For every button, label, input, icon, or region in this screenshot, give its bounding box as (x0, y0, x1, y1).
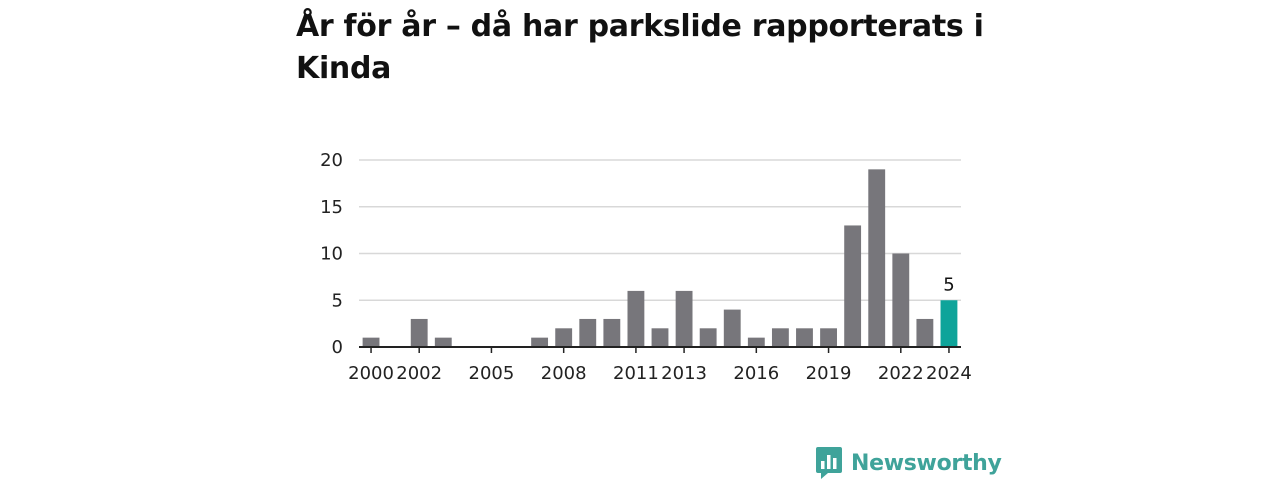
bar-2019 (820, 328, 837, 347)
bar-2017 (771, 328, 789, 347)
bar-2023 (916, 318, 934, 347)
labels: 0 5 10 15 20 2000 2002 2005 2008 2011 2013 2016 2019… (320, 150, 972, 384)
x-tick-label-2016: 2016 (733, 363, 779, 384)
bar-2020 (844, 225, 862, 347)
x-tick-label-2000: 2000 (348, 363, 394, 384)
bar-2016 (747, 337, 765, 347)
bar-2014 (699, 328, 717, 347)
data-label-2024: 5 (943, 274, 954, 295)
newsworthy-logo: Newsworthy (815, 446, 1002, 480)
bar-2003 (434, 337, 452, 347)
y-tick-label-10: 10 (320, 244, 343, 265)
bar-2008 (555, 328, 573, 347)
bar-2010 (603, 318, 621, 347)
chart-title: År för år – då har parkslide rapporterat… (296, 9, 984, 86)
bar-chart-speech-bubble-icon (816, 447, 842, 479)
x-tick-label-2008: 2008 (541, 363, 587, 384)
x-tick-label-2024: 2024 (926, 363, 972, 384)
x-tick-label-2019: 2019 (806, 363, 852, 384)
bar-2013 (675, 290, 693, 347)
bar-2015 (723, 309, 741, 347)
y-tick-label-20: 20 (320, 150, 343, 171)
y-tick-label-5: 5 (332, 290, 343, 311)
y-tick-label-15: 15 (320, 197, 343, 218)
bar-2024 (940, 300, 958, 347)
bars (362, 169, 958, 347)
bar-2021 (868, 169, 886, 347)
y-tick-label-0: 0 (332, 337, 343, 358)
bar-2022 (892, 253, 910, 347)
bar-2000 (362, 337, 380, 347)
bar-chart: 0 5 10 15 20 2000 2002 2005 2008 2011 2013 2016 2019… (320, 150, 972, 384)
x-tick-label-2022: 2022 (878, 363, 924, 384)
bar-2011 (627, 290, 645, 347)
bar-2002 (410, 318, 428, 347)
x-tick-label-2005: 2005 (469, 363, 515, 384)
x-tick-label-2013: 2013 (661, 363, 707, 384)
x-tick-label-2002: 2002 (396, 363, 442, 384)
axes (359, 346, 961, 353)
bar-2009 (579, 318, 597, 347)
bar-2018 (796, 328, 813, 347)
x-tick-label-2011: 2011 (613, 363, 659, 384)
bar-2012 (651, 328, 669, 347)
bar-2007 (531, 337, 549, 347)
brand-name: Newsworthy (851, 450, 1002, 476)
